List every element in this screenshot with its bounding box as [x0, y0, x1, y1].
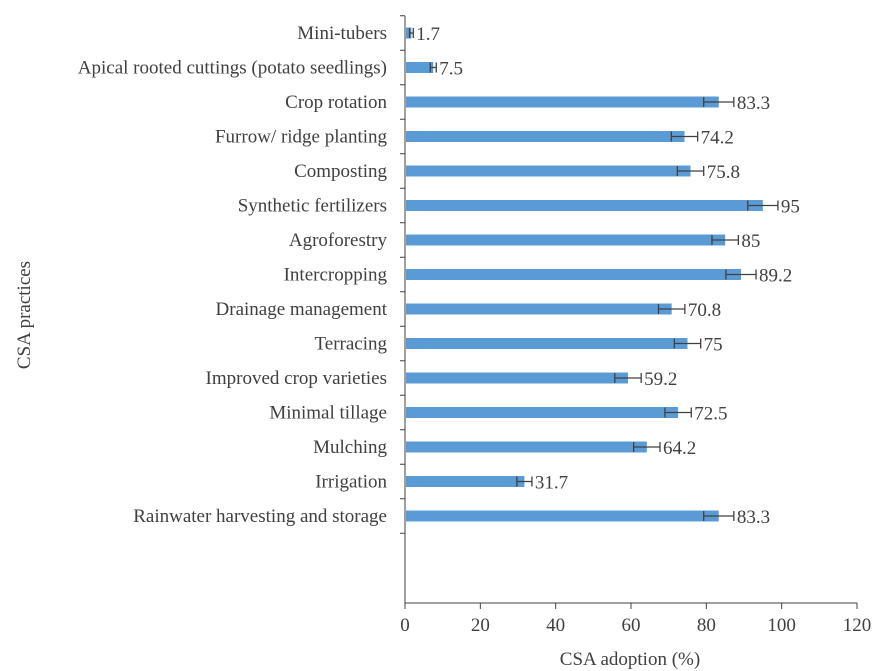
x-tick-label: 20	[471, 615, 490, 636]
data-label: 75	[704, 335, 723, 356]
category-label: Terracing	[314, 334, 387, 355]
data-label: 83.3	[737, 507, 770, 528]
x-ticks-layer: 0 20 40 60 80 100 120	[400, 603, 871, 636]
bar	[406, 338, 688, 349]
bar	[406, 372, 628, 384]
category-label: Improved crop varieties	[206, 368, 387, 389]
category-label: Rainwater harvesting and storage	[133, 506, 387, 527]
x-tick-label: 100	[767, 615, 796, 636]
data-label: 31.7	[535, 473, 568, 494]
data-label: 95	[781, 197, 800, 218]
bar	[406, 269, 741, 280]
category-label: Mini-tubers	[297, 23, 387, 44]
data-label: 89.2	[759, 266, 792, 287]
category-label: Crop rotation	[285, 92, 387, 113]
data-label: 64.2	[663, 438, 696, 459]
x-tick-label: 0	[400, 615, 410, 636]
category-label: Intercropping	[284, 265, 388, 286]
data-label: 74.2	[701, 128, 734, 149]
x-tick-label: 120	[843, 615, 872, 636]
category-label: Minimal tillage	[269, 403, 387, 424]
bar	[406, 62, 434, 73]
data-label: 7.5	[439, 59, 463, 80]
category-label: Apical rooted cuttings (potato seedlings…	[78, 58, 387, 79]
bar	[406, 96, 719, 108]
bars-layer: 1.77.583.374.275.8958589.270.87559.272.5…	[406, 24, 800, 528]
bar	[406, 200, 763, 211]
bar	[406, 303, 672, 315]
x-tick-label: 80	[697, 615, 716, 636]
category-label: Synthetic fertilizers	[238, 196, 387, 217]
bar	[406, 407, 679, 418]
category-label: Mulching	[313, 437, 387, 458]
bar	[406, 441, 647, 453]
category-label: Composting	[294, 161, 387, 182]
x-tick-label: 60	[622, 615, 641, 636]
bar	[406, 27, 412, 39]
data-label: 59.2	[644, 369, 677, 390]
category-label: Drainage management	[216, 299, 388, 320]
x-tick-label: 40	[546, 615, 565, 636]
data-label: 1.7	[416, 24, 440, 45]
bar	[406, 234, 726, 246]
data-label: 85	[741, 231, 760, 252]
y-axis-title: CSA practices	[14, 261, 35, 369]
bar	[406, 165, 691, 177]
data-label: 75.8	[707, 162, 740, 183]
category-label: Furrow/ ridge planting	[215, 127, 388, 148]
data-label: 70.8	[688, 300, 721, 321]
category-label: Agroforestry	[289, 230, 388, 251]
category-label: Irrigation	[315, 472, 387, 493]
category-labels-layer: Mini-tubers Apical rooted cuttings (potat…	[78, 15, 405, 534]
data-label: 72.5	[694, 404, 727, 425]
data-label: 83.3	[737, 93, 770, 114]
bar	[406, 476, 525, 487]
bar	[406, 131, 685, 142]
bar	[406, 510, 719, 522]
x-axis-title: CSA adoption (%)	[560, 649, 700, 670]
